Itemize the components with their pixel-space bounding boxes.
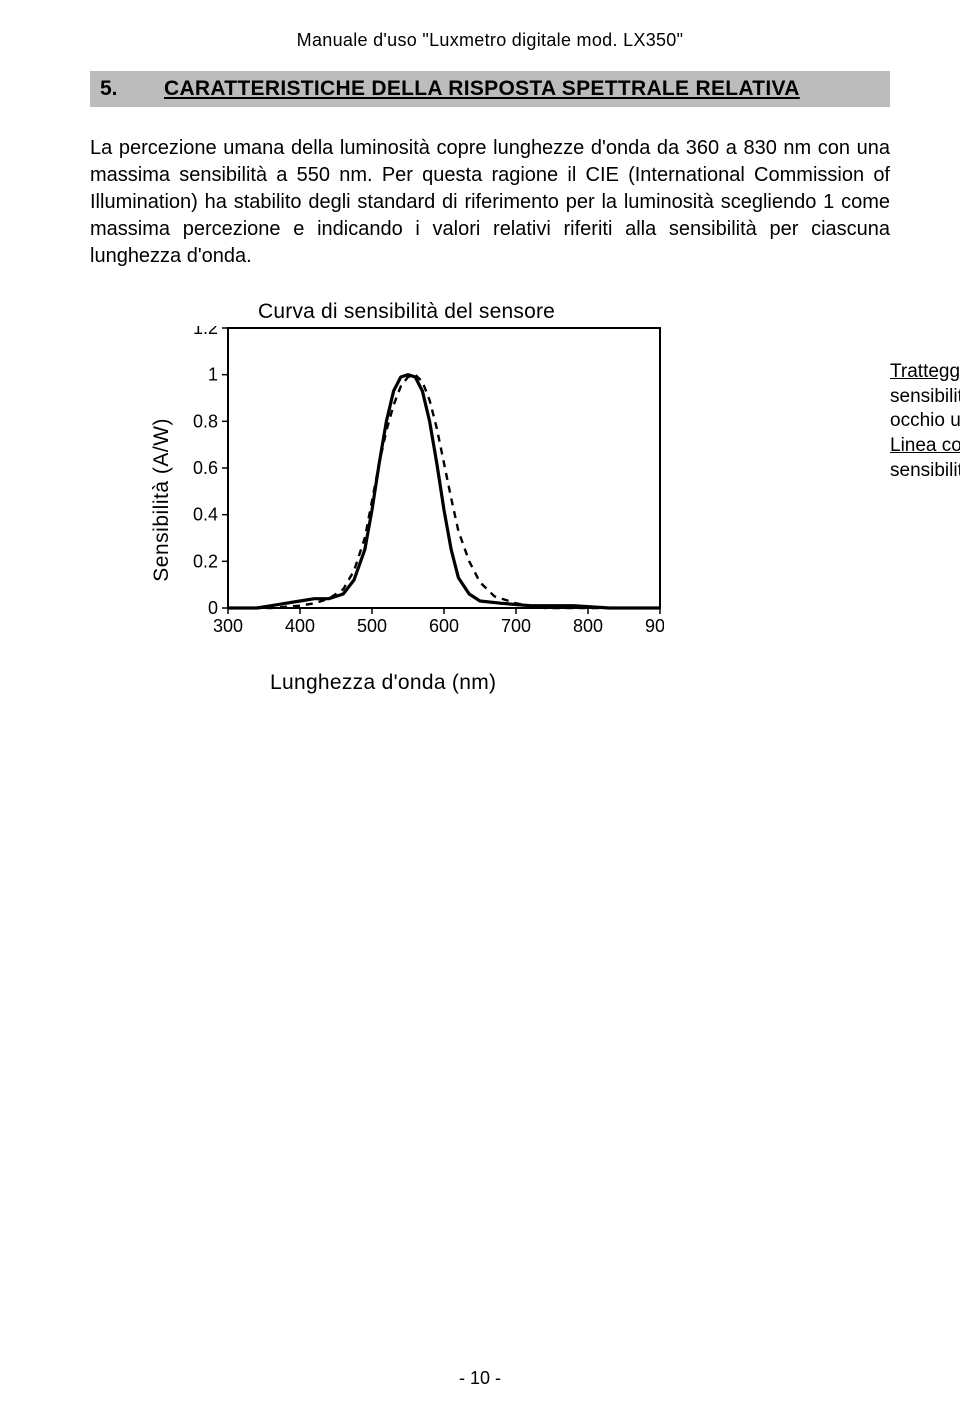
svg-text:1: 1 xyxy=(208,365,218,385)
svg-text:0.6: 0.6 xyxy=(193,458,218,478)
svg-text:0.4: 0.4 xyxy=(193,505,218,525)
svg-text:0.2: 0.2 xyxy=(193,551,218,571)
page-number: - 10 - xyxy=(0,1368,960,1389)
section-number: 5. xyxy=(90,71,146,107)
svg-text:700: 700 xyxy=(501,616,531,636)
svg-text:900: 900 xyxy=(645,616,664,636)
section-heading: 5. CARATTERISTICHE DELLA RISPOSTA SPETTR… xyxy=(90,71,890,107)
section-title: CARATTERISTICHE DELLA RISPOSTA SPETTRALE… xyxy=(146,71,890,107)
legend-solid-desc: sensibilità sensore xyxy=(890,460,960,481)
body-paragraph: La percezione umana della luminosità cop… xyxy=(90,135,890,270)
x-axis-label: Lunghezza d'onda (nm) xyxy=(270,671,890,695)
legend: Tratteggio: Standard di sensibilità per … xyxy=(890,360,960,483)
figure-block: Curva di sensibilità del sensore Sensibi… xyxy=(150,300,890,695)
chart-svg-container: 0 0.2 0.4 0.6 0.8 1 1.2 300 400 500 600 700 800 900 xyxy=(180,326,664,643)
legend-dashed-label: Tratteggio: xyxy=(890,361,960,382)
svg-text:1.2: 1.2 xyxy=(193,326,218,338)
legend-solid-label: Linea continua: xyxy=(890,435,960,456)
chart-title: Curva di sensibilità del sensore xyxy=(258,300,890,324)
svg-text:400: 400 xyxy=(285,616,315,636)
svg-text:500: 500 xyxy=(357,616,387,636)
svg-text:300: 300 xyxy=(213,616,243,636)
chart-svg: 0 0.2 0.4 0.6 0.8 1 1.2 300 400 500 600 700 800 900 xyxy=(180,326,664,638)
svg-text:0.8: 0.8 xyxy=(193,411,218,431)
svg-text:600: 600 xyxy=(429,616,459,636)
svg-text:800: 800 xyxy=(573,616,603,636)
y-axis-label: Sensibilità (A/W) xyxy=(150,388,174,582)
svg-text:0: 0 xyxy=(208,598,218,618)
page-header: Manuale d'uso "Luxmetro digitale mod. LX… xyxy=(90,30,890,51)
